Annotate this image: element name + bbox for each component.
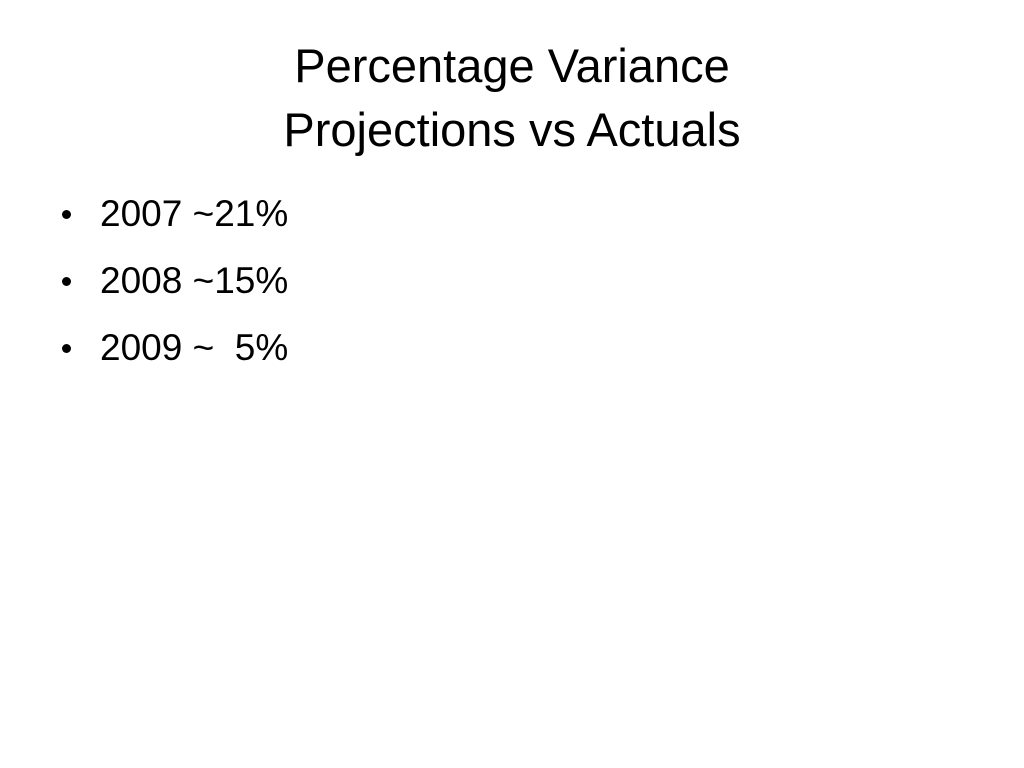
title-line: Projections vs Actuals [283,103,741,156]
title-line: Percentage Variance [294,39,730,92]
bullet-text: 2008 ~15% [100,260,289,301]
slide-title: Percentage Variance Projections vs Actual… [0,34,1024,162]
bullet-text: 2009 ~ 5% [100,327,289,368]
bullet-dot [62,210,71,219]
bullet-dot [62,277,71,286]
bullet-text: 2007 ~21% [100,193,289,234]
bullet-dot [62,344,71,353]
